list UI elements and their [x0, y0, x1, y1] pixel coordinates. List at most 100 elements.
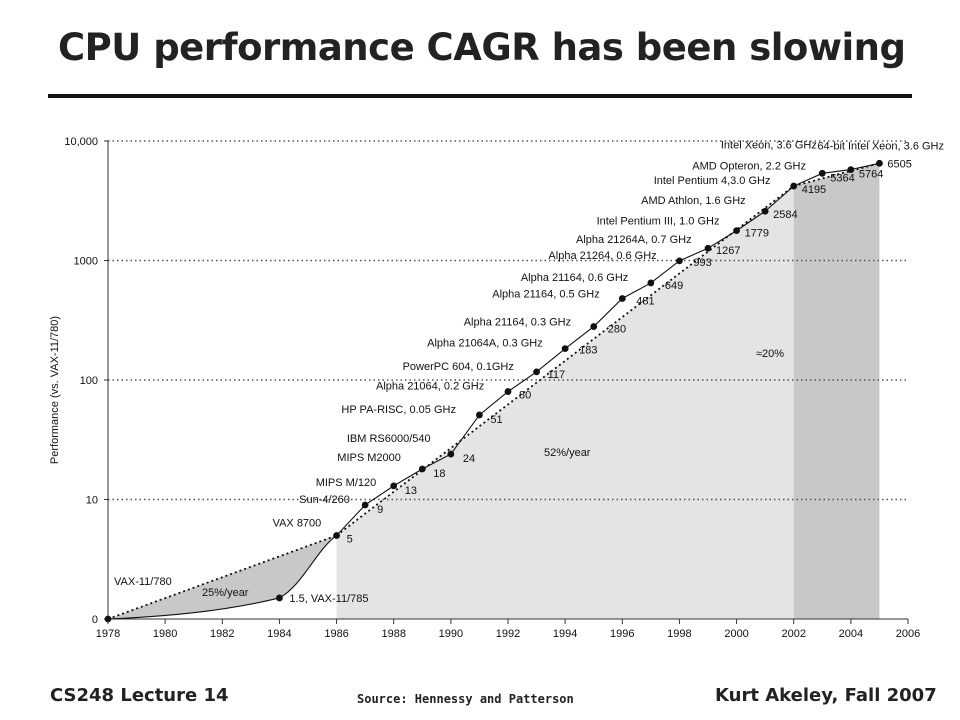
- data-point: [276, 594, 283, 602]
- point-value-label: 1267: [716, 245, 740, 257]
- point-name-label: Intel Pentium 4,3.0 GHz: [654, 175, 771, 187]
- point-name-label: AMD Athlon, 1.6 GHz: [641, 195, 746, 207]
- data-point: [818, 169, 826, 177]
- x-tick-label: 2006: [896, 628, 920, 640]
- data-point: [418, 465, 426, 473]
- point-name-label: Alpha 21164, 0.5 GHz: [492, 288, 599, 300]
- point-name-label: Intel Pentium III, 1.0 GHz: [597, 216, 720, 228]
- performance-line: [107, 162, 880, 620]
- point-name-label: MIPS M2000: [337, 452, 401, 464]
- point-value-label: 18: [433, 468, 445, 480]
- point-value-label: 5: [347, 533, 353, 545]
- point-value-label: 51: [490, 414, 502, 426]
- x-tick-label: 2002: [781, 628, 805, 640]
- point-name-label: MIPS M/120: [316, 477, 377, 489]
- data-point: [333, 532, 340, 539]
- point-name-label: 64-bit Intel Xeon, 3.6 GHz: [817, 140, 944, 152]
- x-tick-label: 1990: [439, 628, 463, 640]
- series-line: [107, 162, 880, 620]
- region-20pct: [793, 163, 880, 619]
- point-name-label: Alpha 21264, 0.6 GHz: [548, 250, 656, 262]
- chart-axes: 1978 1980 1982 1984 1986 1988 1990 1992 1994 1996…: [49, 136, 920, 640]
- point-name-label: Alpha 21164, 0.6 GHz: [521, 272, 628, 284]
- rate-label-52pct: 52%/year: [544, 447, 591, 459]
- data-point: [790, 182, 798, 190]
- y-tick-label: 10,000: [64, 136, 98, 148]
- chart-regions: [108, 163, 880, 619]
- x-tick-label: 1986: [324, 628, 348, 640]
- data-point: [504, 388, 512, 395]
- point-value-label: 183: [579, 345, 597, 357]
- title-rule: [48, 94, 912, 98]
- x-tick-label: 2000: [724, 628, 748, 640]
- x-tick-label: 1992: [496, 628, 520, 640]
- rate-label-20pct: ≈20%: [756, 348, 784, 360]
- point-value-label: 9: [377, 504, 383, 516]
- point-value-label: 2584: [773, 209, 797, 221]
- point-name-label: AMD Opteron, 2.2 GHz: [692, 160, 806, 172]
- point-name-label: Alpha 21264A, 0.7 GHz: [576, 234, 692, 246]
- trend-lines: [107, 162, 880, 620]
- point-name-label: Intel Xeon, 3.6 GHz: [721, 140, 817, 152]
- data-point: [561, 345, 569, 353]
- footer-author: Kurt Akeley, Fall 2007: [715, 685, 937, 706]
- data-labels: VAX-11/780 1.5, VAX-11/785 VAX 8700 5 Sun-4/…: [114, 140, 944, 605]
- point-value-label: 24: [463, 453, 475, 465]
- point-name-label: Alpha 21064, 0.2 GHz: [376, 381, 484, 393]
- data-point: [618, 295, 626, 302]
- footer-source: Source: Hennessy and Patterson: [357, 692, 574, 706]
- chart-grid: [108, 140, 908, 501]
- data-point: [533, 368, 540, 376]
- data-point: [390, 482, 398, 490]
- point-name-label: VAX 8700: [273, 517, 322, 529]
- region-52pct: [336, 186, 794, 619]
- point-value-label: 6505: [887, 158, 911, 170]
- data-point: [647, 279, 655, 287]
- footer-course: CS248 Lecture 14: [50, 685, 229, 706]
- point-name-label: IBM RS6000/540: [347, 433, 431, 445]
- y-tick-label: 0: [92, 614, 98, 626]
- point-value-label: 1779: [745, 228, 769, 240]
- performance-chart: 1978 1980 1982 1984 1986 1988 1990 1992 1994 1996…: [49, 136, 944, 640]
- x-tick-label: 1982: [210, 628, 234, 640]
- point-name-label: Alpha 21164, 0.3 GHz: [464, 317, 571, 329]
- point-value-label: 481: [636, 295, 654, 307]
- data-point: [704, 244, 712, 252]
- x-tick-label: 1994: [553, 628, 577, 640]
- y-tick-label: 10: [86, 495, 98, 507]
- point-value-label: 649: [665, 280, 683, 292]
- data-point: [676, 257, 683, 265]
- data-points: [104, 159, 883, 623]
- point-name-label: Sun-4/260: [299, 494, 350, 506]
- point-value-label: 13: [405, 485, 417, 497]
- data-point: [761, 207, 769, 215]
- point-value-label: 993: [693, 257, 711, 269]
- point-name-label: Alpha 21064A, 0.3 GHz: [427, 338, 543, 350]
- slide-title: CPU performance CAGR has been slowing: [58, 26, 906, 69]
- x-tick-label: 1978: [96, 628, 120, 640]
- y-axis-label: Performance (vs. VAX-11/780): [49, 316, 61, 464]
- point-value-label: 117: [548, 369, 566, 381]
- point-value-label: 80: [519, 390, 531, 402]
- data-point: [447, 450, 455, 458]
- point-value-label: 4195: [802, 184, 826, 196]
- point-value-label: 1.5, VAX-11/785: [289, 593, 368, 605]
- point-name-label: PowerPC 604, 0.1GHz: [403, 361, 514, 373]
- point-value-label: 280: [608, 324, 626, 336]
- x-tick-label: 2004: [839, 628, 863, 640]
- x-tick-label: 1980: [153, 628, 177, 640]
- data-point: [876, 159, 883, 167]
- point-value-label: 5764: [859, 169, 883, 181]
- data-point: [847, 166, 855, 173]
- point-value-label: 5364: [830, 172, 854, 184]
- point-name-label: HP PA-RISC, 0.05 GHz: [341, 404, 456, 416]
- y-tick-label: 100: [80, 375, 98, 387]
- data-point: [476, 411, 483, 419]
- y-tick-label: 1000: [74, 256, 98, 268]
- data-point: [104, 615, 112, 623]
- chart-annotations: 25%/year 52%/year ≈20%: [202, 348, 784, 599]
- data-point: [361, 501, 369, 509]
- point-name-label: VAX-11/780: [114, 576, 172, 588]
- x-tick-label: 1998: [667, 628, 691, 640]
- x-tick-label: 1996: [610, 628, 634, 640]
